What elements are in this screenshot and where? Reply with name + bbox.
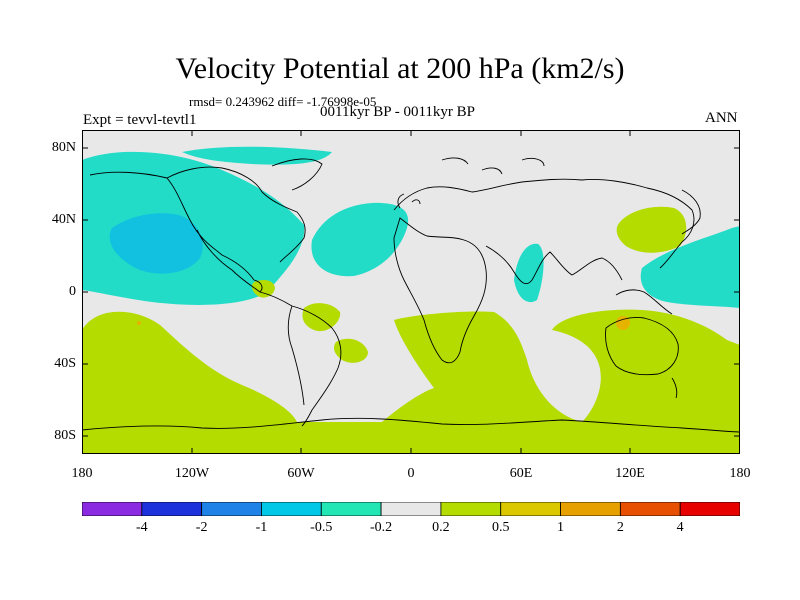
- colorbar-box: [500, 502, 561, 516]
- colorbar-box: [261, 502, 322, 516]
- colorbar-label: -4: [135, 520, 148, 535]
- negative-region-atlantic: [311, 202, 409, 277]
- season-label: ANN: [705, 110, 738, 126]
- axis-ticks: [82, 130, 740, 454]
- lon-label-60w: 60W: [287, 466, 315, 481]
- lon-label-180e: 180: [729, 466, 751, 481]
- colorbar-label: 4: [676, 520, 684, 535]
- colorbar-label: 0.5: [491, 520, 510, 535]
- positive-strong-spot-pacific: [137, 321, 141, 325]
- colorbar-box: [201, 502, 262, 516]
- lat-label-80n: 80N: [51, 140, 76, 155]
- colorbar: [82, 502, 740, 516]
- lon-label-180w: 180: [71, 466, 93, 481]
- colorbar-box: [679, 502, 740, 516]
- colorbar-box: [320, 502, 382, 516]
- lat-label-40n: 40N: [51, 212, 76, 227]
- positive-region-samerica: [302, 303, 341, 332]
- stats-label: rmsd= 0.243962 diff= -1.76998e-05: [189, 94, 377, 109]
- colorbar-box: [82, 502, 143, 516]
- colorbar-box: [560, 502, 621, 516]
- colorbar-label: 1: [557, 520, 565, 535]
- velocity-potential-map: [82, 130, 740, 454]
- colorbar-label: -1: [255, 520, 268, 535]
- lon-label-120e: 120E: [615, 466, 645, 481]
- colorbar-box: [380, 502, 442, 516]
- lat-label-40s: 40S: [54, 356, 76, 371]
- positive-region-npacific-east: [251, 280, 275, 298]
- experiment-label: Expt = tevvl-tevtl1: [83, 112, 197, 128]
- positive-region-asia: [616, 206, 687, 253]
- coastlines: [82, 157, 740, 433]
- lon-label-0: 0: [407, 466, 415, 481]
- lat-label-0: 0: [69, 284, 76, 299]
- positive-region-south: [82, 309, 740, 454]
- negative-strong-region: [109, 213, 203, 274]
- colorbar-box: [619, 502, 681, 516]
- period-label: 0011kyr BP - 0011kyr BP: [320, 104, 476, 120]
- colorbar-label: 0.2: [432, 520, 450, 535]
- chart-title: Velocity Potential at 200 hPa (km2/s): [175, 52, 625, 85]
- colorbar-box: [141, 502, 203, 516]
- lon-label-60e: 60E: [509, 466, 533, 481]
- colorbar-label: -2: [195, 520, 208, 535]
- colorbar-label: 2: [616, 520, 624, 535]
- colorbar-label: -0.5: [310, 520, 333, 535]
- negative-region-indian: [514, 243, 544, 303]
- colorbar-label: -0.2: [369, 520, 393, 535]
- lat-label-80s: 80S: [54, 428, 76, 443]
- positive-strong-spot-australia: [616, 316, 630, 330]
- lon-label-120w: 120W: [174, 466, 210, 481]
- negative-region-arctic: [182, 146, 332, 165]
- colorbar-box: [440, 502, 502, 516]
- negative-region-westpacific: [640, 226, 740, 308]
- positive-region-satlantic: [334, 338, 368, 363]
